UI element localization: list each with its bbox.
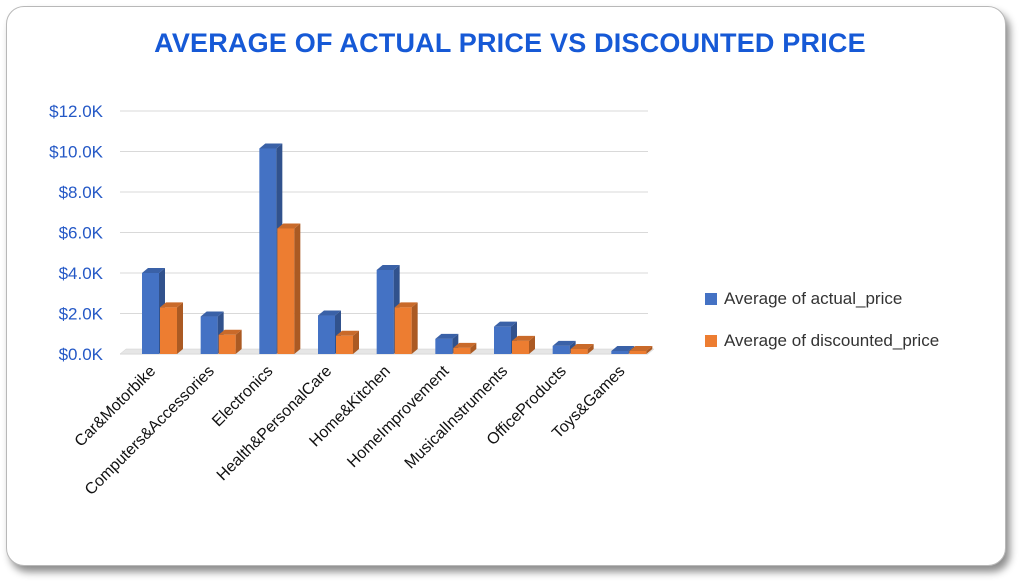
bar-discounted	[453, 342, 477, 354]
y-tick-label: $10.0K	[49, 143, 104, 162]
y-tick-label: $0.0K	[59, 345, 104, 364]
x-axis: Car&MotorbikeComputers&AccessoriesElectr…	[72, 362, 629, 498]
y-tick-label: $6.0K	[59, 224, 104, 243]
legend-swatch-discounted	[705, 335, 717, 347]
bar-discounted	[570, 343, 594, 354]
bar-discounted	[394, 302, 418, 354]
legend-label-actual: Average of actual_price	[724, 289, 903, 308]
bars	[142, 143, 653, 354]
bar-discounted	[512, 335, 535, 354]
x-tick-label: Health&PersonalCare	[214, 363, 336, 485]
y-tick-label: $12.0K	[49, 102, 104, 121]
y-tick-label: $4.0K	[59, 264, 104, 283]
y-tick-label: $2.0K	[59, 305, 104, 324]
x-tick-label: MusicalInstruments	[402, 363, 511, 472]
bar-actual	[200, 311, 224, 354]
bar-discounted	[336, 330, 359, 354]
legend-item-discounted: Average of discounted_price	[705, 330, 939, 352]
bar-discounted	[218, 329, 242, 354]
bar-discounted	[277, 223, 301, 354]
chart-title: AVERAGE OF ACTUAL PRICE VS DISCOUNTED PR…	[154, 28, 866, 58]
chart-card	[6, 6, 1006, 566]
legend-swatch-actual	[705, 293, 717, 305]
bar-discounted	[160, 302, 183, 354]
y-axis: $0.0K $2.0K $4.0K $6.0K $8.0K $10.0K $12.0K	[49, 102, 104, 364]
legend-item-actual: Average of actual_price	[705, 288, 939, 310]
legend: Average of actual_price Average of disco…	[705, 288, 939, 372]
legend-label-discounted: Average of discounted_price	[724, 331, 940, 350]
bar-discounted	[629, 345, 653, 354]
x-tick-label: HomeImprovement	[344, 362, 453, 471]
y-tick-label: $8.0K	[59, 183, 104, 202]
gridlines	[119, 110, 655, 355]
